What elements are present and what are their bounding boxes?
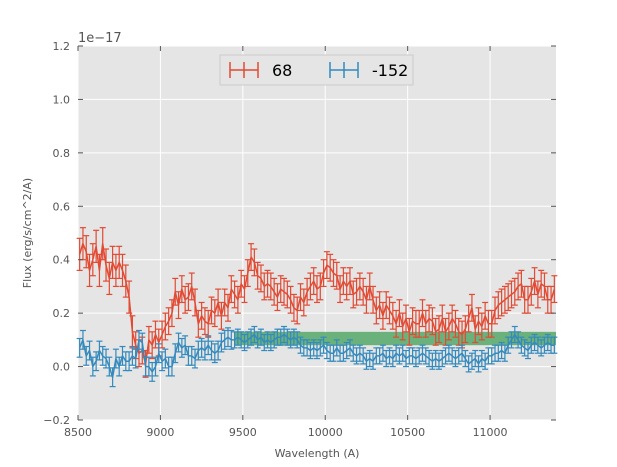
x-tick-label: 9500 xyxy=(229,426,257,439)
x-tick-label: 11000 xyxy=(473,426,508,439)
grid-lines xyxy=(77,45,556,421)
legend-label: 68 xyxy=(272,61,292,80)
x-axis-label: Wavelength (A) xyxy=(275,447,360,460)
y-tick-label: 0.0 xyxy=(53,361,71,374)
plot-area xyxy=(78,46,556,420)
series-1 xyxy=(76,227,558,378)
y-tick-label: 0.4 xyxy=(53,254,71,267)
y-tick-label: 0.2 xyxy=(53,307,71,320)
legend-label: -152 xyxy=(372,61,408,80)
x-tick-label: 9000 xyxy=(146,426,174,439)
series-2 xyxy=(76,325,558,388)
y-tick-label: 0.8 xyxy=(53,147,71,160)
x-tick-label: 10500 xyxy=(390,426,425,439)
y-offset-label: 1e−17 xyxy=(78,31,122,46)
axis-ticks xyxy=(77,45,556,421)
series-line xyxy=(78,333,555,379)
y-axis-label: Flux (erg/s/cm^2/A) xyxy=(21,178,34,288)
legend-box xyxy=(219,54,414,86)
y-tick-label: 1.2 xyxy=(53,40,71,53)
legend: 68 -152 xyxy=(219,54,414,86)
y-tick-label: −0.2 xyxy=(43,414,70,427)
series-line xyxy=(78,242,556,365)
x-tick-label: 10000 xyxy=(308,426,343,439)
x-tick-label: 8500 xyxy=(64,426,92,439)
tick-labels: 8500 9000 9500 10000 10500 11000 −0.2 0.0 0.2 0.4… xyxy=(43,40,507,439)
y-tick-label: 1.0 xyxy=(53,93,71,106)
series-layer xyxy=(76,227,558,388)
y-tick-label: 0.6 xyxy=(53,200,71,213)
